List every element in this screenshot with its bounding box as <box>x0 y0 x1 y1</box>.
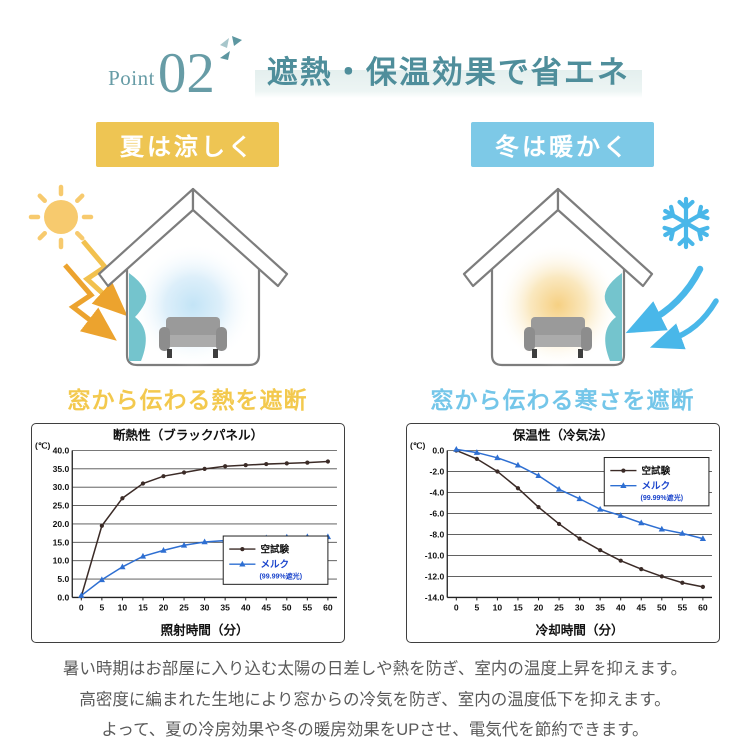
svg-text:10.0: 10.0 <box>52 556 69 566</box>
svg-text:35: 35 <box>595 602 605 612</box>
sparkle-icon <box>219 36 242 60</box>
footer-description: 暑い時期はお部屋に入り込む太陽の日差しや熱を防ぎ、室内の温度上昇を抑えます。 高… <box>0 654 750 746</box>
summer-house-illustration <box>28 184 288 367</box>
svg-text:20: 20 <box>158 602 168 612</box>
page-title: 遮熱・保温効果で省エネ <box>254 47 642 98</box>
svg-text:15: 15 <box>513 602 523 612</box>
svg-text:-14.0: -14.0 <box>424 592 444 602</box>
svg-text:冷却時間（分）: 冷却時間（分） <box>535 623 623 638</box>
footer-line: よって、夏の冷房効果や冬の暖房効果をUPさせ、電気代を節約できます。 <box>101 721 649 740</box>
winter-badge: 冬は暖かく <box>471 122 654 167</box>
svg-text:20.0: 20.0 <box>52 519 69 529</box>
heat-retention-chart: -14.0 -12.0 -10.0 -8.0 -6.0 -4.0 -2.0 0.0 0 5 10 15… <box>405 423 720 643</box>
sofa <box>523 317 592 358</box>
svg-text:-6.0: -6.0 <box>429 508 444 518</box>
svg-text:25: 25 <box>554 602 564 612</box>
svg-text:60: 60 <box>323 602 333 612</box>
svg-text:35.0: 35.0 <box>52 464 69 474</box>
svg-text:55: 55 <box>302 602 312 612</box>
svg-text:50: 50 <box>282 602 292 612</box>
winter-caption: 窓から伝わる寒さを遮断 <box>430 387 695 413</box>
snowflake-icon <box>661 196 710 250</box>
sun-icon <box>28 184 93 250</box>
charts-row: 0.0 5.0 10.0 15.0 20.0 25.0 30.0 35.0 40.0 0 5 10 15… <box>0 423 750 643</box>
house-illustrations-row <box>0 177 750 377</box>
point-label: Point <box>108 66 155 90</box>
heat-zigzag-arrow-icon <box>62 239 128 341</box>
svg-text:45: 45 <box>636 602 646 612</box>
svg-text:(℃): (℃) <box>35 440 50 450</box>
svg-text:30.0: 30.0 <box>52 482 69 492</box>
svg-text:50: 50 <box>657 602 667 612</box>
footer-line: 高密度に編まれた生地により窓からの冷気を防ぎ、室内の温度低下を抑えます。 <box>79 690 671 709</box>
svg-text:25.0: 25.0 <box>52 501 69 511</box>
svg-text:-2.0: -2.0 <box>429 466 444 476</box>
svg-text:5: 5 <box>474 602 479 612</box>
cool-air-glow <box>130 243 255 367</box>
svg-text:-12.0: -12.0 <box>424 571 444 581</box>
svg-text:0.0: 0.0 <box>432 445 444 455</box>
cold-wind-arrow-icon <box>625 265 719 350</box>
svg-text:0.0: 0.0 <box>57 592 69 602</box>
svg-text:メルク: メルク <box>641 481 670 492</box>
svg-text:(℃): (℃) <box>410 440 425 450</box>
svg-text:空試験: 空試験 <box>260 544 289 556</box>
captions-row: 窓から伝わる熱を遮断 窓から伝わる寒さを遮断 <box>0 377 750 415</box>
point-number: 02 <box>157 41 215 105</box>
svg-text:保温性（冷気法）: 保温性（冷気法） <box>511 427 613 442</box>
svg-text:40: 40 <box>615 602 625 612</box>
sofa <box>158 317 227 358</box>
summer-badge: 夏は涼しく <box>96 122 279 167</box>
svg-text:60: 60 <box>698 602 708 612</box>
svg-text:10: 10 <box>492 602 502 612</box>
svg-text:25: 25 <box>179 602 189 612</box>
svg-text:照射時間（分）: 照射時間（分） <box>160 623 248 638</box>
svg-text:空試験: 空試験 <box>641 465 670 477</box>
summer-caption: 窓から伝わる熱を遮断 <box>67 387 308 413</box>
house-icon <box>462 187 653 367</box>
svg-text:-4.0: -4.0 <box>429 487 444 497</box>
svg-text:10: 10 <box>117 602 127 612</box>
svg-text:-10.0: -10.0 <box>424 550 444 560</box>
warm-air-glow <box>495 243 620 367</box>
house-icon <box>97 187 288 367</box>
curtain <box>604 273 622 361</box>
svg-text:0: 0 <box>453 602 458 612</box>
winter-house-illustration <box>462 187 719 367</box>
footer-line: 暑い時期はお部屋に入り込む太陽の日差しや熱を防ぎ、室内の温度上昇を抑えます。 <box>62 660 688 678</box>
svg-text:メルク: メルク <box>260 560 289 571</box>
svg-text:断熱性（ブラックパネル）: 断熱性（ブラックパネル） <box>112 427 262 442</box>
svg-text:20: 20 <box>533 602 543 612</box>
svg-text:40.0: 40.0 <box>52 445 69 455</box>
svg-text:5: 5 <box>99 602 104 612</box>
season-badges-row: 夏は涼しく 冬は暖かく <box>0 122 750 167</box>
curtain <box>128 273 146 361</box>
svg-text:(99.99%遮光): (99.99%遮光) <box>259 571 302 580</box>
svg-text:40: 40 <box>240 602 250 612</box>
svg-text:30: 30 <box>199 602 209 612</box>
svg-text:0: 0 <box>78 602 83 612</box>
svg-text:35: 35 <box>220 602 230 612</box>
svg-text:15.0: 15.0 <box>52 537 69 547</box>
svg-text:15: 15 <box>138 602 148 612</box>
svg-text:45: 45 <box>261 602 271 612</box>
header: Point 02 遮熱・保温効果で省エネ <box>0 0 750 105</box>
svg-text:5.0: 5.0 <box>57 574 69 584</box>
svg-text:(99.99%遮光): (99.99%遮光) <box>640 493 683 502</box>
svg-text:30: 30 <box>574 602 584 612</box>
svg-text:-8.0: -8.0 <box>429 529 444 539</box>
svg-text:55: 55 <box>677 602 687 612</box>
insulation-chart: 0.0 5.0 10.0 15.0 20.0 25.0 30.0 35.0 40.0 0 5 10 15… <box>30 423 345 643</box>
